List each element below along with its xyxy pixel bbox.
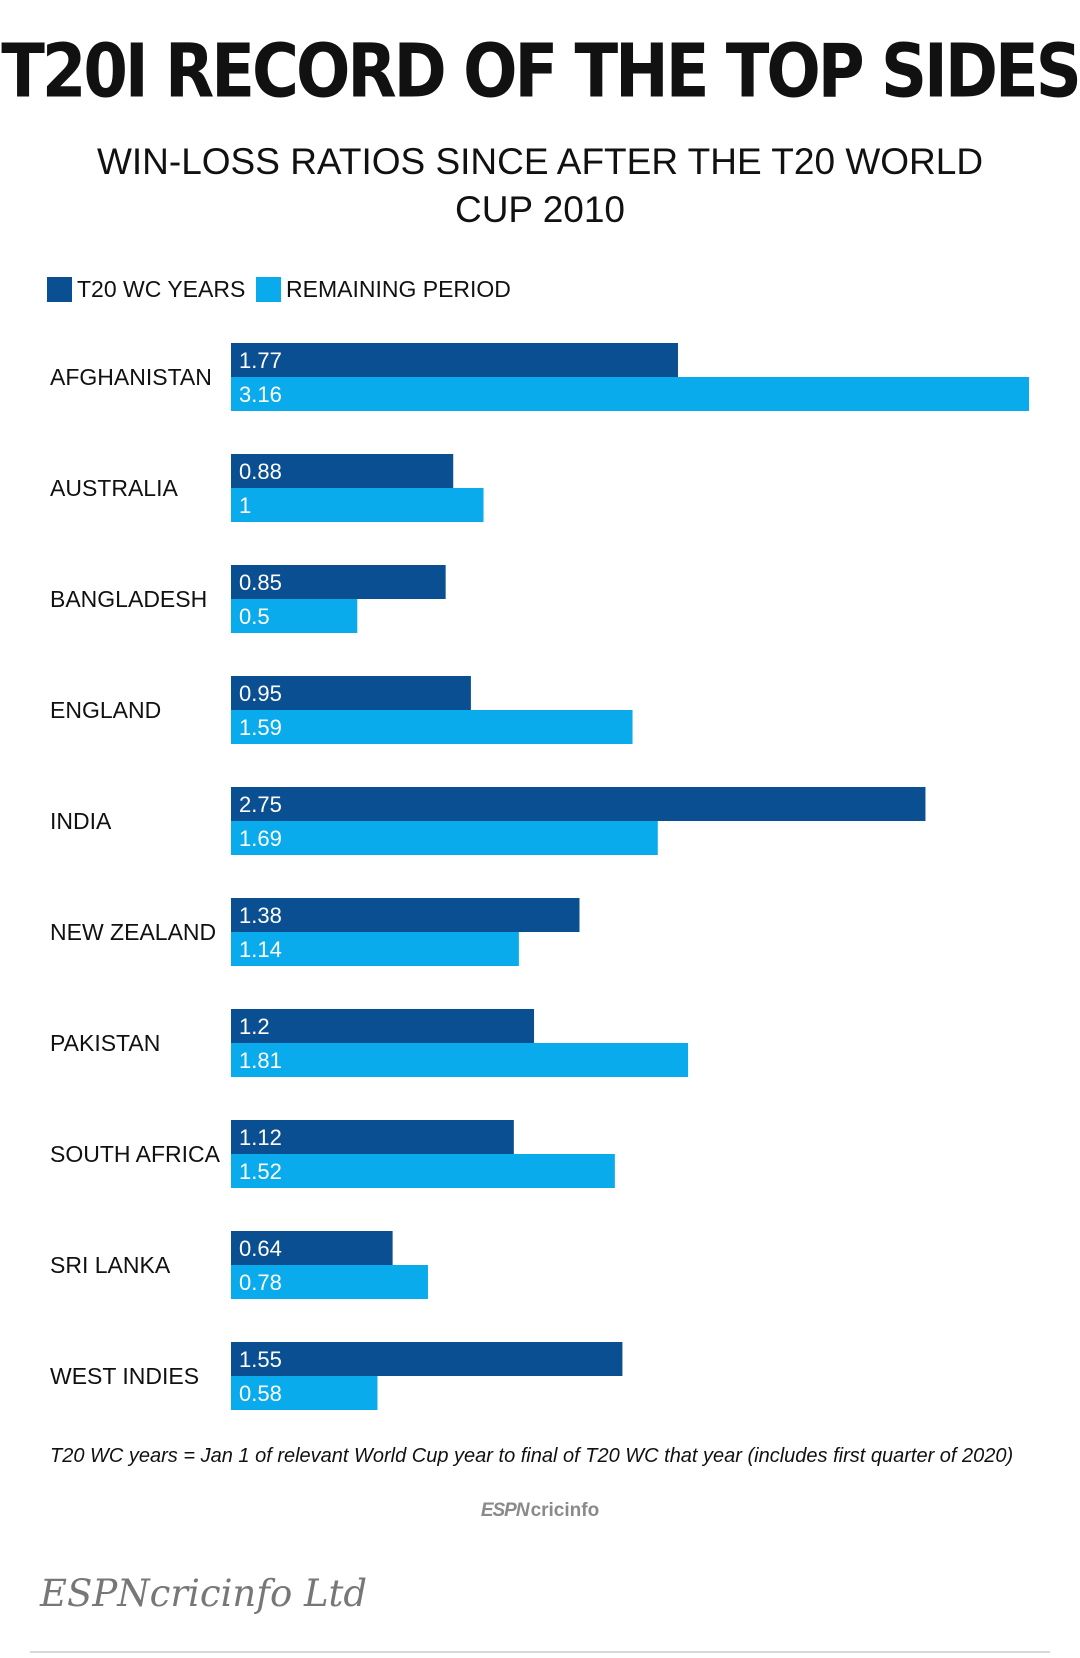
logo-espn-text: ESPN [480, 1500, 530, 1521]
value-label-south-africa-remaining: 1.52 [239, 1159, 282, 1184]
category-label-sri-lanka: SRI LANKA [50, 1252, 171, 1278]
value-label-sri-lanka-remaining: 0.78 [239, 1270, 282, 1295]
value-label-india-remaining: 1.69 [239, 826, 282, 851]
value-label-australia-wc-years: 0.88 [239, 459, 282, 484]
category-label-bangladesh: BANGLADESH [50, 586, 207, 612]
category-label-australia: AUSTRALIA [50, 475, 178, 501]
bar-afghanistan-remaining [231, 377, 1029, 411]
bar-pakistan-wc-years [231, 1009, 535, 1043]
logo-cricinfo-text: cricinfo [530, 1500, 600, 1521]
bar-sri-lanka-wc-years [231, 1231, 393, 1265]
footnote: T20 WC years = Jan 1 of relevant World C… [50, 1445, 1014, 1467]
value-label-new-zealand-wc-years: 1.38 [239, 903, 282, 928]
espncricinfo-logo: ESPN cricinfo [0, 1500, 1080, 1522]
bar-new-zealand-wc-years [231, 898, 580, 932]
bar-west-indies-wc-years [231, 1342, 623, 1376]
bar-australia-remaining [231, 488, 484, 522]
bar-bangladesh-wc-years [231, 565, 446, 599]
category-label-new-zealand: NEW ZEALAND [50, 919, 216, 945]
bar-west-indies-remaining [231, 1376, 378, 1410]
bar-england-wc-years [231, 676, 471, 710]
category-label-west-indies: WEST INDIES [50, 1363, 199, 1389]
category-label-england: ENGLAND [50, 697, 161, 723]
bar-australia-wc-years [231, 454, 454, 488]
legend-label-remaining: REMAINING PERIOD [286, 275, 511, 302]
category-label-south-africa: SOUTH AFRICA [50, 1141, 221, 1167]
value-label-new-zealand-remaining: 1.14 [239, 937, 282, 962]
category-label-india: INDIA [50, 808, 112, 834]
value-label-afghanistan-remaining: 3.16 [239, 382, 282, 407]
category-label-afghanistan: AFGHANISTAN [50, 364, 212, 390]
value-label-pakistan-wc-years: 1.2 [239, 1014, 270, 1039]
bottom-divider [30, 1651, 1050, 1653]
bar-south-africa-remaining [231, 1154, 615, 1188]
legend-item-remaining: REMAINING PERIOD [256, 274, 511, 304]
chart-subtitle: WIN-LOSS RATIOS SINCE AFTER THE T20 WORL… [96, 141, 984, 230]
value-label-afghanistan-wc-years: 1.77 [239, 348, 282, 373]
value-label-india-wc-years: 2.75 [239, 792, 282, 817]
bar-pakistan-remaining [231, 1043, 689, 1077]
bar-india-wc-years [231, 787, 926, 821]
bar-afghanistan-wc-years [231, 343, 678, 377]
value-label-south-africa-wc-years: 1.12 [239, 1125, 282, 1150]
legend-swatch-wc-years [47, 276, 72, 302]
value-label-pakistan-remaining: 1.81 [239, 1048, 282, 1073]
chart-title: T20I RECORD OF THE TOP SIDES [1, 30, 1080, 116]
value-label-bangladesh-remaining: 0.5 [239, 604, 270, 629]
value-label-west-indies-remaining: 0.58 [239, 1381, 282, 1406]
bar-sri-lanka-remaining [231, 1265, 428, 1299]
legend-swatch-remaining [256, 276, 281, 302]
bar-england-remaining [231, 710, 633, 744]
value-label-england-remaining: 1.59 [239, 715, 282, 740]
value-label-sri-lanka-wc-years: 0.64 [239, 1236, 282, 1261]
bar-chart: AFGHANISTAN 1.77 3.16 AUSTRALIA 0.88 1 BANGLAD… [50, 343, 1029, 1410]
bar-bangladesh-remaining [231, 599, 358, 633]
value-label-bangladesh-wc-years: 0.85 [239, 570, 282, 595]
category-label-pakistan: PAKISTAN [50, 1030, 160, 1056]
bar-india-remaining [231, 821, 658, 855]
bar-new-zealand-remaining [231, 932, 519, 966]
bar-south-africa-wc-years [231, 1120, 514, 1154]
legend-item-wc-years: T20 WC YEARS [47, 274, 245, 304]
legend-label-wc-years: T20 WC YEARS [77, 275, 246, 302]
value-label-england-wc-years: 0.95 [239, 681, 282, 706]
value-label-australia-remaining: 1 [239, 493, 251, 518]
value-label-west-indies-wc-years: 1.55 [239, 1347, 282, 1372]
image-credit: ESPNcricinfo Ltd [40, 1572, 368, 1615]
